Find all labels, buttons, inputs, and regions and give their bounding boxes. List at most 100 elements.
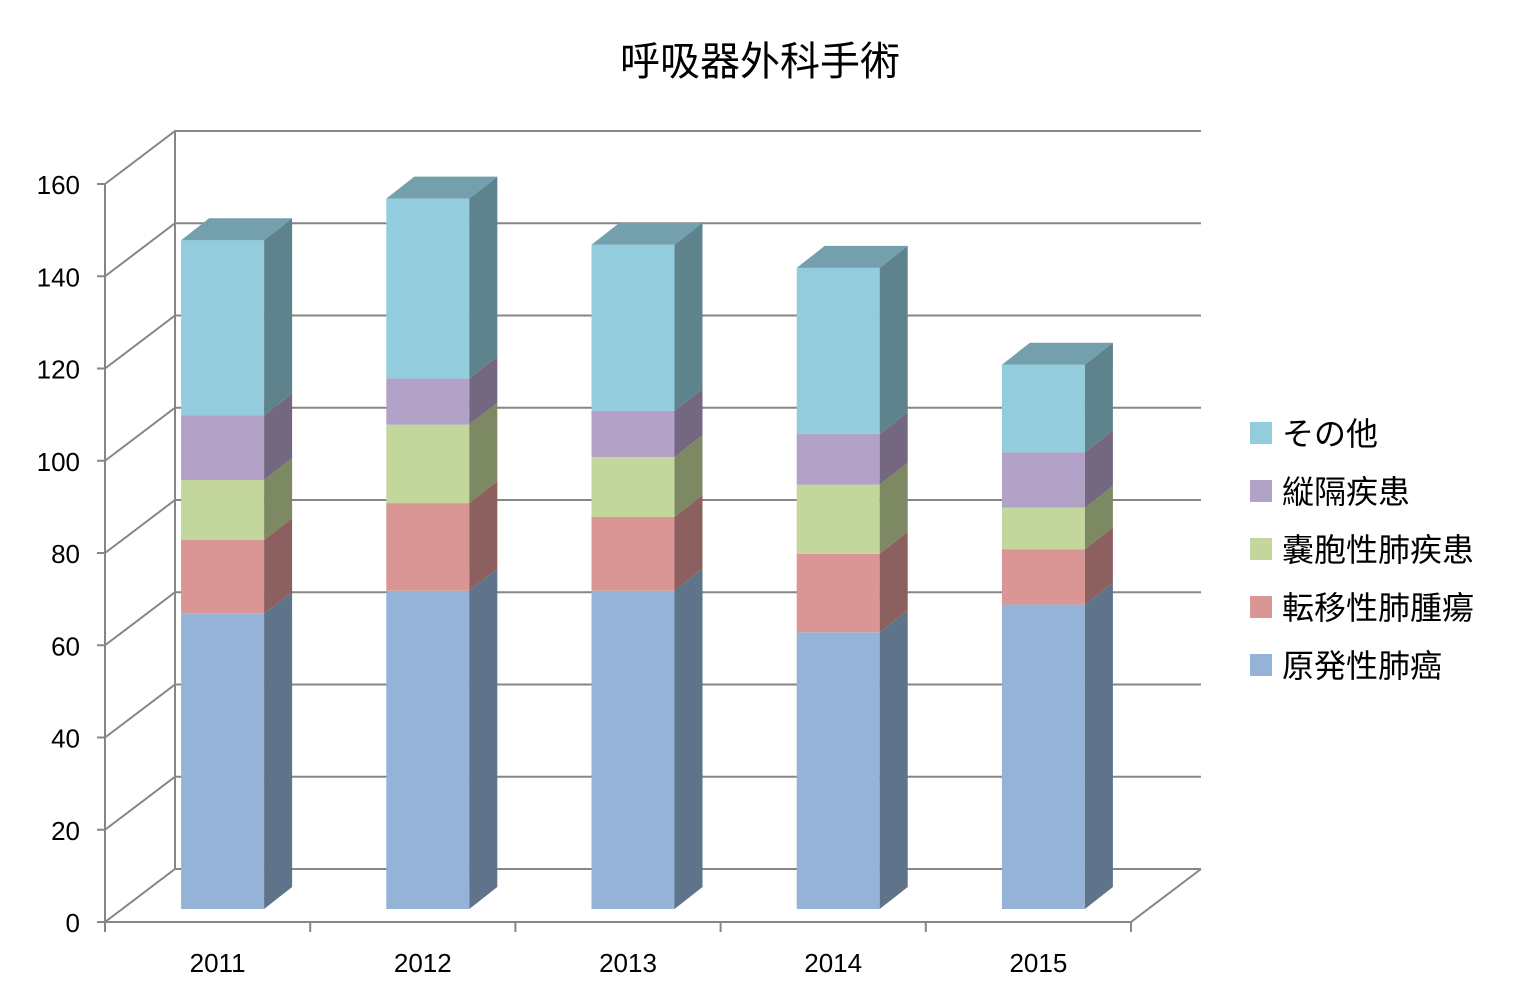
bar-2014-その他 [796,245,908,434]
legend-swatch [1250,654,1272,676]
bar-front [386,503,470,591]
bar-stack-2015 [1001,342,1113,909]
bar-stack-2014 [796,245,908,909]
bar-2011-原発性肺癌 [181,591,293,909]
legend-item-嚢胞性肺疾患: 嚢胞性肺疾患 [1250,531,1474,569]
x-tick-label-2015: 2015 [1009,948,1067,978]
bar-front [181,540,265,614]
bar-stack-2013 [591,222,703,909]
x-axis-tick-labels: 2011 2012 2013 2014 2015 [104,922,1132,978]
y-tick-label-120: 120 [37,355,80,385]
bar-front [796,632,880,909]
bar-2012-縦隔疾患 [386,356,498,425]
bar-stack-2012 [386,176,498,909]
y-axis-tick-labels: 0 20 40 60 80 100 120 140 160 [37,170,105,938]
bar-2013-嚢胞性肺疾患 [591,434,703,517]
bar-side [1084,430,1113,508]
bar-front [386,590,470,909]
bar-2015-原発性肺癌 [1001,582,1113,909]
bar-side [469,568,498,909]
bar-front [591,456,675,517]
bar-front [1001,452,1085,508]
bar-2012-転移性肺腫瘍 [386,481,498,591]
bar-front [591,244,675,411]
bar-2015-縦隔疾患 [1001,430,1113,508]
bar-2014-嚢胞性肺疾患 [796,462,908,554]
bar-side [879,531,908,633]
bar-side [264,458,293,540]
bar-front [386,424,470,504]
y-tick-label-160: 160 [37,170,80,200]
bar-front [386,378,470,425]
bar-front [796,553,880,633]
bar-top [1001,342,1113,365]
legend-swatch [1250,422,1272,444]
bar-side [469,356,498,425]
x-tick-label-2011: 2011 [190,948,246,978]
bar-side [264,591,293,909]
bar-2014-転移性肺腫瘍 [796,531,908,633]
y-tick-label-0: 0 [66,908,80,938]
bar-side [674,388,703,457]
bar-side [879,610,908,909]
bar-front [181,240,265,416]
bar-side [264,518,293,614]
bar-2012-嚢胞性肺疾患 [386,402,498,504]
bar-side [469,176,498,379]
y-tick-label-100: 100 [37,447,80,477]
bar-side [674,434,703,517]
bar-2015-転移性肺腫瘍 [1001,527,1113,605]
bar-top [796,245,908,268]
x-tick-label-2013: 2013 [599,948,657,978]
bar-top [386,176,498,199]
bar-top [591,222,703,245]
legend-label: 縦隔疾患 [1282,473,1410,511]
x-tick-label-2012: 2012 [394,948,452,978]
bar-2012-その他 [386,176,498,379]
chart-walls [104,130,1202,923]
bar-front [796,433,880,485]
y-tick-label-60: 60 [51,631,80,661]
gridline-160 [104,130,1201,185]
bar-2014-原発性肺癌 [796,610,908,909]
bar-front [1001,604,1085,909]
y-tick-label-20: 20 [51,816,80,846]
bar-top [181,218,293,241]
legend-label: 転移性肺腫瘍 [1282,589,1474,627]
bar-front [1001,549,1085,605]
legend-label: 原発性肺癌 [1282,647,1442,685]
legend-item-転移性肺腫瘍: 転移性肺腫瘍 [1250,589,1474,627]
bar-side [674,222,703,411]
legend-item-縦隔疾患: 縦隔疾患 [1250,473,1410,511]
bar-2011-その他 [181,218,293,416]
bar-front [591,516,675,591]
legend-label: その他 [1282,415,1378,453]
bar-side [1084,582,1113,909]
bar-2014-縦隔疾患 [796,411,908,485]
legend-label: 嚢胞性肺疾患 [1282,531,1474,569]
bar-side [469,481,498,591]
legend-swatch [1250,480,1272,502]
bar-front [1001,507,1085,550]
bar-side [879,462,908,554]
bar-2013-転移性肺腫瘍 [591,494,703,591]
bar-side [264,218,293,416]
bar-side [879,411,908,485]
legend-item-原発性肺癌: 原発性肺癌 [1250,647,1442,685]
bar-front [181,613,265,909]
bar-side [1084,527,1113,605]
y-tick-label-140: 140 [37,262,80,292]
legend-swatch [1250,596,1272,618]
bar-2011-縦隔疾患 [181,393,293,481]
bar-front [386,198,470,379]
bar-side [674,494,703,591]
bar-2013-その他 [591,222,703,411]
bar-2011-転移性肺腫瘍 [181,518,293,614]
bar-2015-その他 [1001,342,1113,453]
bar-front [796,484,880,554]
bar-side [1084,342,1113,453]
bar-side [469,402,498,504]
x-tick-label-2014: 2014 [804,948,862,978]
